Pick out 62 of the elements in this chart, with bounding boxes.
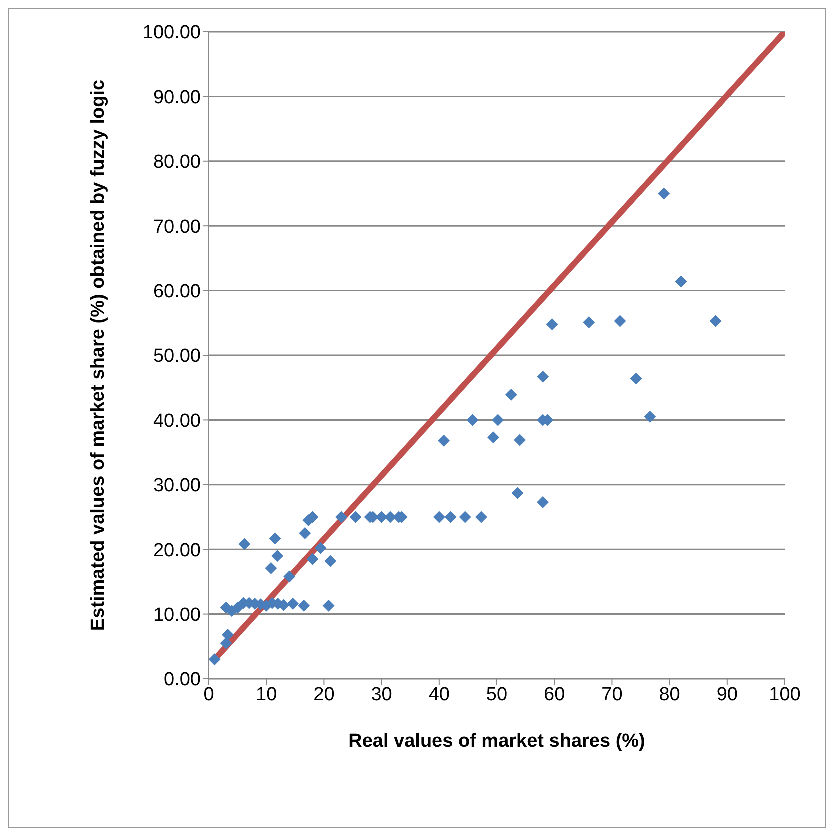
point <box>433 511 446 524</box>
point <box>287 598 300 610</box>
y-tick-label: 50.00 <box>153 346 201 368</box>
point <box>265 562 278 574</box>
y-tick-label: 60.00 <box>153 282 201 303</box>
point <box>298 600 310 612</box>
y-tick-label: 70.00 <box>153 216 201 238</box>
x-tick-label: 90 <box>716 684 738 706</box>
point <box>475 511 488 524</box>
y-tick-label: 80.00 <box>153 152 201 174</box>
point <box>675 276 688 288</box>
point <box>546 318 558 330</box>
point <box>514 434 526 446</box>
point <box>335 511 348 524</box>
x-tick-label: 40 <box>428 684 450 706</box>
point <box>220 637 232 650</box>
point <box>614 315 626 328</box>
point <box>272 550 284 562</box>
point <box>492 414 504 426</box>
point <box>322 600 335 612</box>
point <box>314 542 327 554</box>
x-tick-label: 20 <box>314 684 335 706</box>
x-tick-label: 10 <box>256 684 278 706</box>
point <box>269 532 282 545</box>
point <box>644 410 656 423</box>
point <box>222 629 234 642</box>
point <box>209 654 221 666</box>
y-tick-label: 90.00 <box>153 87 201 108</box>
y-tick-label: 30.00 <box>153 476 201 497</box>
point <box>306 553 319 566</box>
x-tick-label: 30 <box>371 684 392 706</box>
point <box>238 538 251 550</box>
point <box>583 316 596 329</box>
point <box>512 487 524 500</box>
y-tick-label: 0.00 <box>164 670 201 691</box>
y-tick-label: 10.00 <box>153 605 201 626</box>
point <box>459 511 472 524</box>
y-tick-label: 20.00 <box>153 540 201 562</box>
point <box>537 370 550 383</box>
y-tick-label: 40.00 <box>153 410 201 432</box>
y-axis-title: Estimated values of market share (%) obtained by fuzzy logic <box>88 80 109 632</box>
point <box>284 570 296 583</box>
point <box>438 434 450 447</box>
x-tick-label: 0 <box>204 684 214 706</box>
x-tick-label: 80 <box>659 684 680 706</box>
x-tick-label: 60 <box>544 684 566 706</box>
point <box>537 496 550 508</box>
y-tick-label: 100.00 <box>142 22 201 44</box>
point <box>350 511 362 524</box>
x-tick-label: 70 <box>602 684 623 706</box>
point <box>299 527 312 540</box>
point <box>324 555 337 568</box>
point <box>488 432 500 444</box>
x-tick-label: 50 <box>486 684 508 706</box>
point <box>630 372 642 385</box>
point <box>505 388 518 401</box>
point <box>658 188 670 200</box>
point <box>444 511 457 524</box>
x-tick-label: 100 <box>769 684 801 706</box>
x-axis-title: Real values of market shares (%) <box>348 731 646 752</box>
point <box>466 414 479 426</box>
point <box>710 315 722 328</box>
